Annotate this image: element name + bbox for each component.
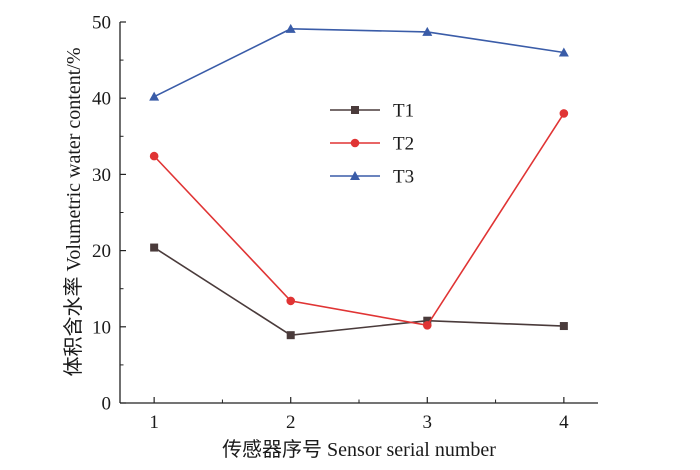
y-tick-label: 20 (92, 241, 111, 262)
legend-label: T2 (393, 134, 414, 155)
series-t2 (149, 109, 569, 330)
series-line-t2 (153, 113, 565, 327)
data-point-t2 (286, 296, 296, 306)
data-point-t2 (422, 320, 432, 330)
x-tick-label: 3 (423, 412, 433, 433)
legend: T1 T2 T3 (330, 101, 414, 188)
x-tick-label: 2 (286, 412, 296, 433)
y-tick-label: 10 (92, 317, 111, 338)
series-t1 (150, 243, 568, 340)
data-point-t2 (559, 109, 569, 118)
series-line-t1 (153, 246, 564, 337)
y-tick-label: 30 (92, 165, 111, 186)
data-point-t3 (422, 26, 433, 36)
data-point-t3 (558, 47, 569, 57)
legend-item-t1: T1 (330, 101, 414, 122)
legend-label: T3 (393, 167, 414, 188)
data-point-t2 (149, 151, 159, 161)
legend-item-t2: T2 (330, 134, 414, 155)
y-tick-label: 50 (92, 13, 111, 34)
data-point-t1 (423, 316, 432, 325)
y-axis-title: 体积含水率 Volumetric water content/% (62, 47, 85, 376)
series-t3 (149, 23, 569, 101)
legend-label: T1 (393, 101, 414, 122)
x-axis-title: 传感器序号 Sensor serial number (222, 438, 496, 461)
x-tick-label: 1 (149, 412, 159, 433)
legend-marker (350, 171, 360, 180)
data-point-t3 (285, 23, 296, 33)
data-point-t3 (149, 91, 160, 101)
series-line-t3 (153, 28, 564, 98)
series-layer (149, 23, 569, 340)
y-tick-label: 0 (102, 394, 112, 415)
legend-marker (350, 138, 360, 148)
legend-item-t3: T3 (330, 167, 414, 188)
data-point-t1 (559, 322, 568, 331)
legend-marker (351, 106, 359, 114)
x-tick-label: 4 (559, 412, 569, 433)
data-point-t1 (150, 243, 159, 252)
y-tick-label: 40 (92, 89, 111, 110)
axes: 0 10 20 30 40 50 1 2 3 4 (92, 13, 598, 433)
data-point-t1 (286, 331, 295, 340)
